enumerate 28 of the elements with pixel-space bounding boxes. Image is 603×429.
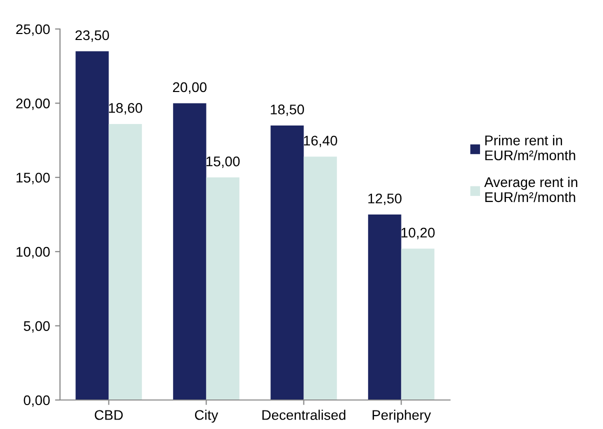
data-label: 16,40: [304, 136, 338, 148]
bar: [368, 214, 402, 400]
x-tick-label: CBD: [94, 410, 123, 420]
x-tick-label: Periphery: [372, 410, 431, 423]
bar: [76, 51, 109, 400]
data-label: 18,50: [270, 104, 304, 116]
bar: [173, 103, 206, 400]
data-label: 18,60: [109, 103, 142, 115]
y-tick-label: 15,00: [16, 172, 50, 184]
bar: [304, 156, 337, 400]
data-label: 23,50: [75, 30, 110, 42]
data-label: 12,50: [368, 194, 402, 206]
x-tick-label: City: [194, 410, 218, 423]
data-label: 15,00: [206, 156, 240, 168]
bar: [270, 125, 304, 400]
y-tick-label: 10,00: [16, 246, 50, 258]
y-tick-label: 25,00: [16, 24, 50, 36]
legend-label: Average rent in EUR/m²/month: [484, 176, 578, 202]
bar: [108, 124, 142, 400]
x-tick-label: Decentralised: [262, 410, 346, 420]
data-label: 20,00: [172, 82, 207, 94]
y-tick-label: 5,00: [24, 321, 50, 333]
bar: [401, 248, 434, 400]
y-tick-label: 0,00: [24, 395, 50, 407]
data-label: 10,20: [402, 228, 435, 240]
y-tick-label: 20,00: [16, 98, 50, 110]
bar: [206, 177, 240, 400]
legend-label: Prime rent in EUR/m²/month: [485, 135, 576, 160]
